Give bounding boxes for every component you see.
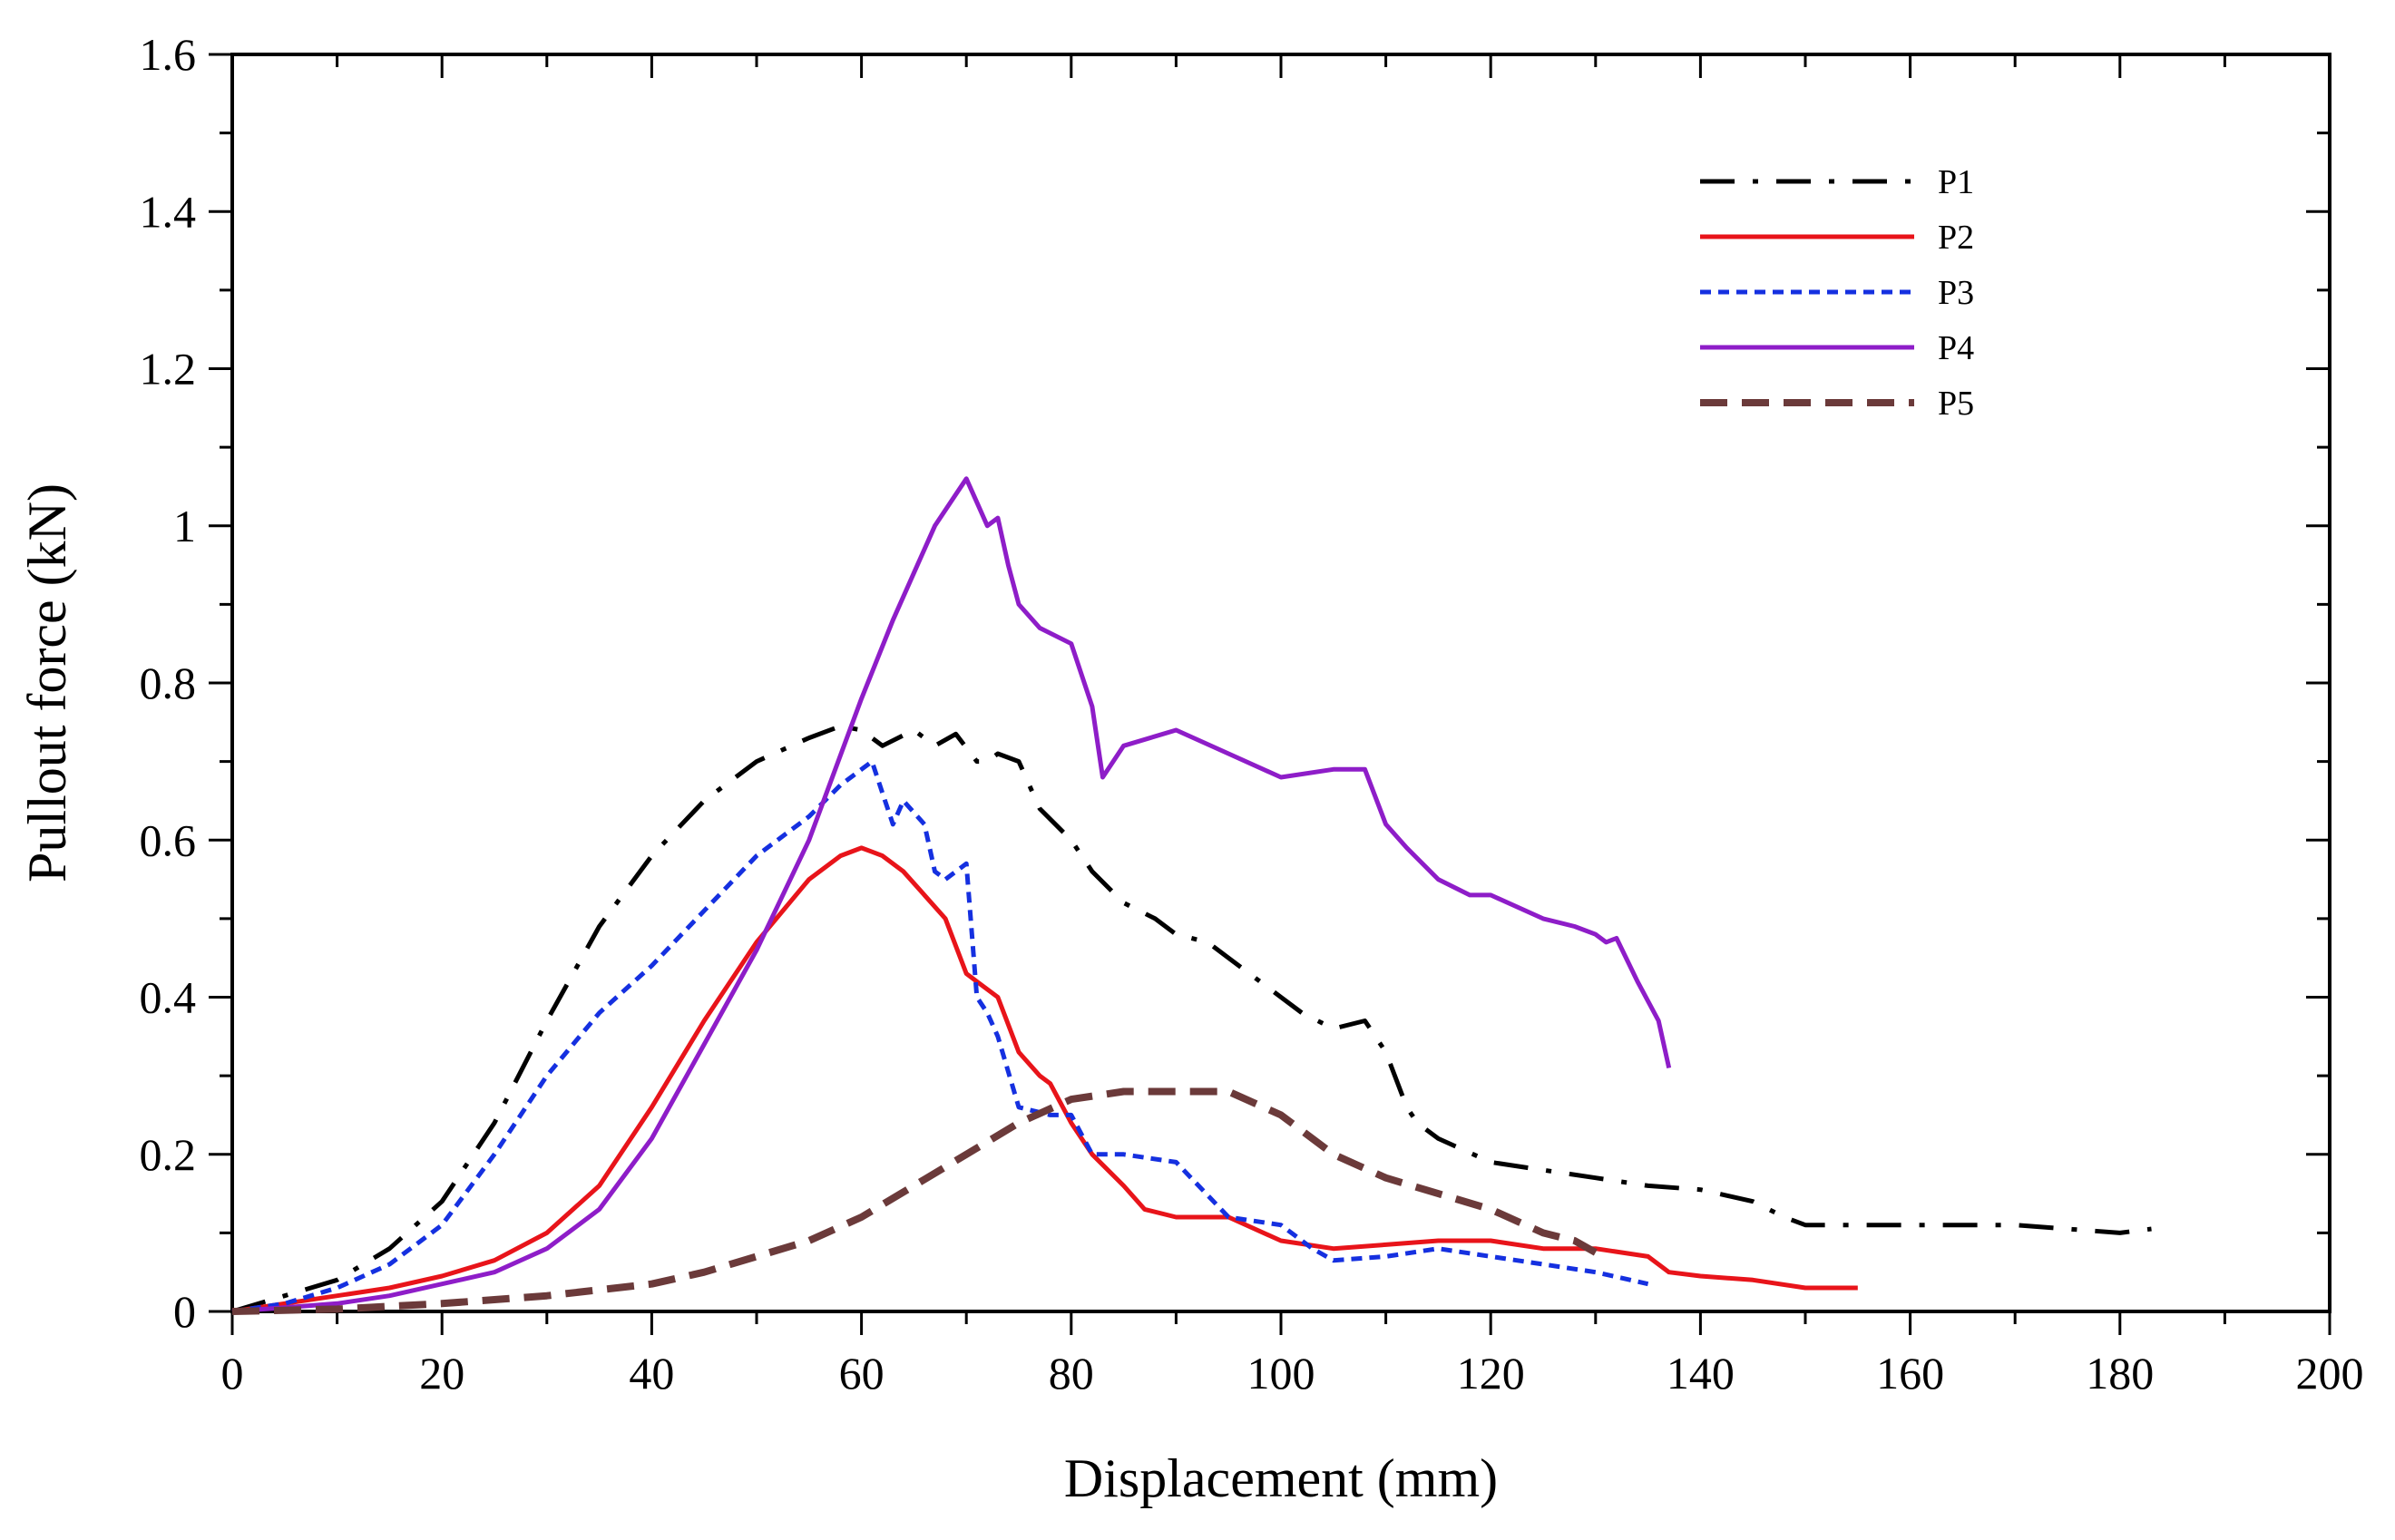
y-tick-label: 1.4 xyxy=(140,186,197,237)
y-axis-title: Pullout force (kN) xyxy=(17,483,77,882)
x-tick-label: 80 xyxy=(1049,1348,1094,1399)
series-line-p4 xyxy=(231,476,1672,1314)
legend-label-p1: P1 xyxy=(1938,163,1974,201)
x-tick-label: 160 xyxy=(1876,1348,1944,1399)
x-tick-label: 0 xyxy=(221,1348,244,1399)
y-tick-label: 0 xyxy=(173,1286,196,1337)
y-tick-label: 0.8 xyxy=(140,658,197,708)
y-tick-label: 1.6 xyxy=(140,29,197,80)
series-line-p1 xyxy=(231,724,2152,1314)
legend-label-p3: P3 xyxy=(1938,274,1974,312)
y-tick-label: 0.4 xyxy=(140,972,197,1023)
x-tick-label: 60 xyxy=(839,1348,885,1399)
legend-label-p2: P2 xyxy=(1938,219,1974,257)
x-tick-label: 140 xyxy=(1667,1348,1735,1399)
y-tick-label: 1 xyxy=(173,501,196,551)
series-line-p3 xyxy=(231,759,1649,1314)
plot-frame xyxy=(230,53,2331,1313)
series-line-p2 xyxy=(231,845,1858,1314)
series-layer xyxy=(231,476,2152,1315)
x-tick-label: 100 xyxy=(1247,1348,1315,1399)
y-tick-label: 0.6 xyxy=(140,814,197,865)
x-tick-label: 200 xyxy=(2296,1348,2364,1399)
y-tick-label: 0.2 xyxy=(140,1129,197,1180)
x-tick-label: 20 xyxy=(419,1348,464,1399)
x-axis: 0 20 40 60 80 100 120 140 160 180 200 xyxy=(221,54,2364,1399)
y-axis: 0 0.2 0.4 0.6 0.8 1 1.2 1.4 1.6 xyxy=(140,29,2330,1337)
y-tick-label: 1.2 xyxy=(140,344,197,395)
legend-label-p5: P5 xyxy=(1938,385,1974,423)
series-line-p5 xyxy=(231,1087,1598,1315)
x-tick-label: 40 xyxy=(629,1348,674,1399)
x-axis-title: Displacement (mm) xyxy=(1064,1448,1498,1508)
x-tick-label: 180 xyxy=(2086,1348,2154,1399)
x-tick-label: 120 xyxy=(1457,1348,1525,1399)
legend-label-p4: P4 xyxy=(1938,329,1974,367)
legend: P1 P2 P3 P4 P5 xyxy=(1700,163,1974,423)
